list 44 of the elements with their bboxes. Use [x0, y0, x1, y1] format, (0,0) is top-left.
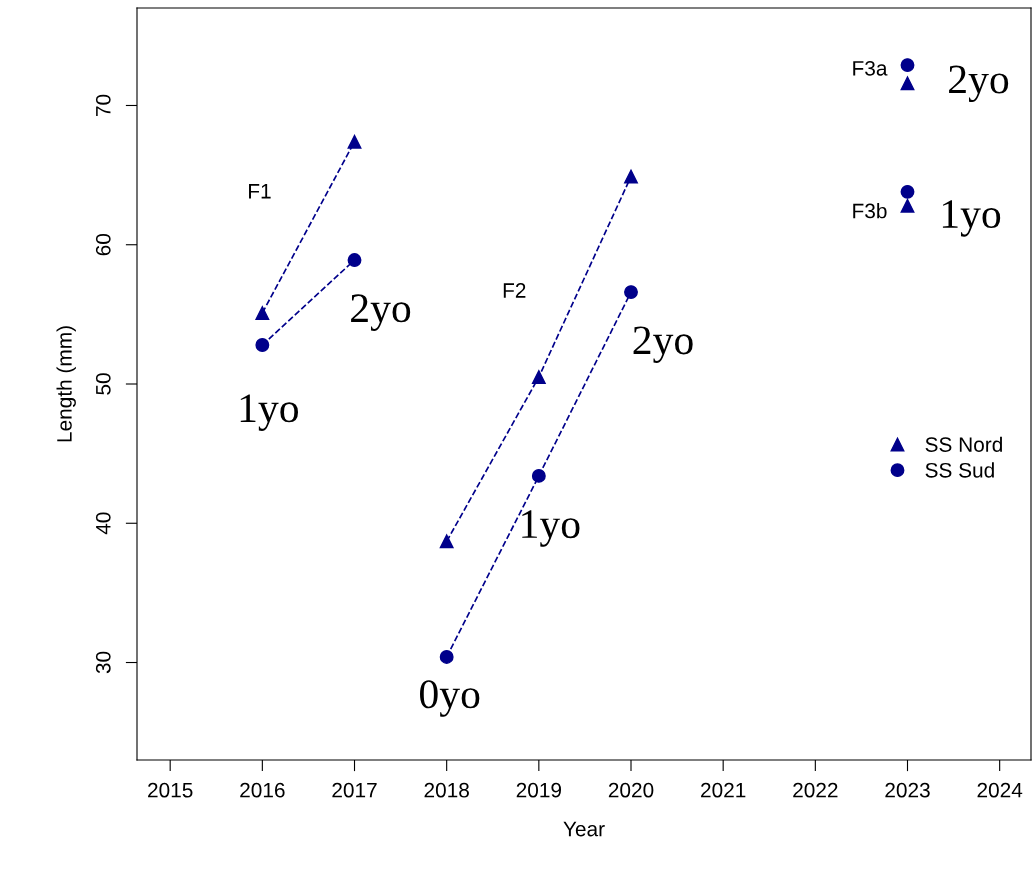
- x-tick-label: 2016: [240, 782, 285, 798]
- x-tick-label: 2015: [148, 782, 193, 798]
- annotation: 2yo: [351, 294, 411, 331]
- x-tick-label: 2017: [332, 782, 377, 798]
- y-tick-label: 40: [95, 512, 111, 535]
- point: [255, 306, 270, 320]
- point: [900, 76, 915, 91]
- point: [439, 650, 454, 664]
- y-tick-label: 50: [95, 373, 111, 395]
- point: [347, 134, 362, 149]
- annotation: 1yo: [240, 394, 299, 431]
- annotation: F2: [503, 283, 526, 298]
- y-axis-title: Length (mm): [56, 326, 76, 442]
- legend-label: SS Sud: [925, 462, 994, 478]
- annotation: 1yo: [942, 200, 1001, 237]
- annotation: F3b: [853, 203, 887, 219]
- point: [900, 58, 915, 73]
- x-tick-label: 2018: [424, 782, 469, 798]
- point: [347, 253, 362, 268]
- point: [900, 198, 915, 213]
- point: [255, 338, 270, 352]
- annotation: 2yo: [633, 326, 693, 363]
- point: [624, 169, 638, 184]
- x-tick-label: 2022: [793, 782, 838, 798]
- x-axis-title: Year: [563, 821, 605, 837]
- annotation: F1: [249, 184, 271, 199]
- point: [531, 468, 546, 483]
- annotation: F3a: [853, 60, 888, 76]
- annotation: 1yo: [522, 510, 580, 547]
- x-tick-label: 2023: [885, 782, 930, 798]
- annotation: 2yo: [949, 65, 1009, 103]
- annotation: 0yo: [420, 680, 480, 717]
- x-tick-label: 2024: [977, 782, 1023, 798]
- point: [900, 184, 915, 199]
- point: [531, 370, 546, 384]
- legend-label: SS Nord: [925, 436, 1002, 452]
- point: [624, 285, 638, 300]
- point: [439, 534, 454, 549]
- y-tick-label: 30: [95, 651, 111, 674]
- y-tick-label: 70: [95, 94, 111, 116]
- x-tick-label: 2020: [608, 782, 654, 798]
- x-tick-label: 2019: [516, 782, 562, 798]
- y-tick-label: 60: [95, 233, 111, 256]
- x-tick-label: 2021: [701, 782, 746, 798]
